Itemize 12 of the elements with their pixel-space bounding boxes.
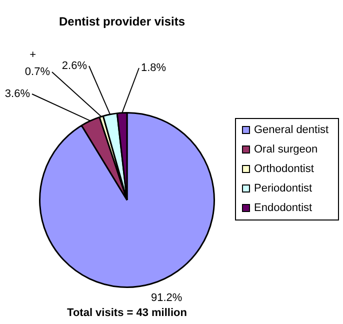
legend-label: Endodontist xyxy=(254,202,312,214)
legend-label: Oral surgeon xyxy=(254,144,318,156)
data-label: 2.6% xyxy=(62,60,88,72)
data-label: 3.6% xyxy=(4,88,30,100)
text: Total visits = 43 million xyxy=(67,307,188,320)
legend-label: Orthodontist xyxy=(254,163,314,176)
legend-label: Periodontist xyxy=(254,182,312,195)
data-label: 1.8% xyxy=(141,62,166,74)
legend-label: General dentist xyxy=(254,124,329,136)
data-label: + 0.7% xyxy=(24,49,50,78)
chart-title: Dentist provider visits xyxy=(58,14,186,28)
data-label: 91.2% xyxy=(151,292,182,304)
